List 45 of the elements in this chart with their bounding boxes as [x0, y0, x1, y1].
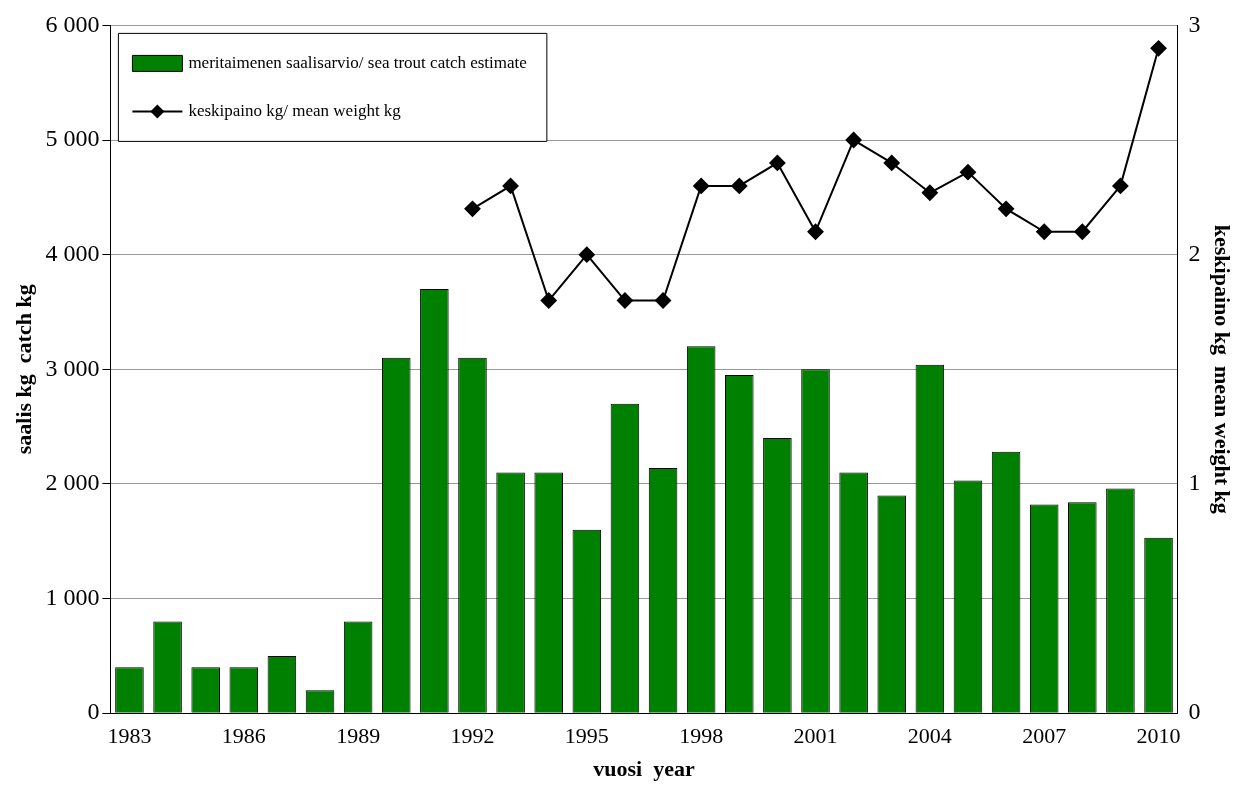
- y2-tick-label: 1: [1188, 469, 1201, 496]
- y2-axis-title: keskipaino kg mean weight kg: [1210, 224, 1236, 514]
- point: [883, 154, 900, 171]
- y2-tick-label: 2: [1188, 239, 1201, 266]
- point: [769, 154, 786, 171]
- point: [1074, 223, 1091, 240]
- y-tick-label: 0: [87, 698, 100, 725]
- y-tick-label: 2 000: [45, 469, 100, 496]
- point: [1036, 223, 1053, 240]
- y-tick-label: 3 000: [45, 354, 100, 381]
- legend-label: keskipaino kg/ mean weight kg: [188, 100, 402, 120]
- point: [540, 292, 557, 309]
- point: [998, 200, 1015, 217]
- point: [845, 132, 862, 149]
- x-tick-label: 1989: [336, 723, 381, 749]
- point: [616, 292, 633, 309]
- x-tick-label: 2007: [1022, 723, 1067, 749]
- x-tick-label: 1983: [107, 723, 152, 749]
- y-tick-label: 6 000: [45, 10, 100, 37]
- point: [807, 223, 824, 240]
- point: [1150, 40, 1167, 57]
- x-tick-label: 1995: [564, 723, 609, 749]
- y-tick-label: 4 000: [45, 239, 100, 266]
- y2-tick-label: 0: [1188, 698, 1201, 725]
- x-tick-label: 1998: [679, 723, 724, 749]
- point: [502, 177, 519, 194]
- point: [921, 184, 938, 201]
- y-tick-label: 5 000: [45, 125, 100, 152]
- point: [464, 200, 481, 217]
- y2-tick-label: 3: [1188, 10, 1201, 37]
- x-tick-label: 1986: [221, 723, 266, 749]
- x-tick-label: 2004: [907, 723, 952, 749]
- y-axis-title: saalis kg catch kg: [10, 284, 36, 455]
- legend-label: meritaimenen saalisarvio/ sea trout catch estimate: [188, 52, 527, 72]
- point: [1112, 177, 1129, 194]
- point: [693, 177, 710, 194]
- point: [578, 246, 595, 263]
- point: [731, 177, 748, 194]
- y-tick-label: 1 000: [45, 583, 100, 610]
- x-tick-label: 1992: [450, 723, 495, 749]
- x-tick-label: 2010: [1136, 723, 1181, 749]
- point: [959, 164, 976, 181]
- point: [655, 292, 672, 309]
- x-tick-label: 2001: [793, 723, 838, 749]
- x-axis-title: vuosi year: [593, 756, 695, 782]
